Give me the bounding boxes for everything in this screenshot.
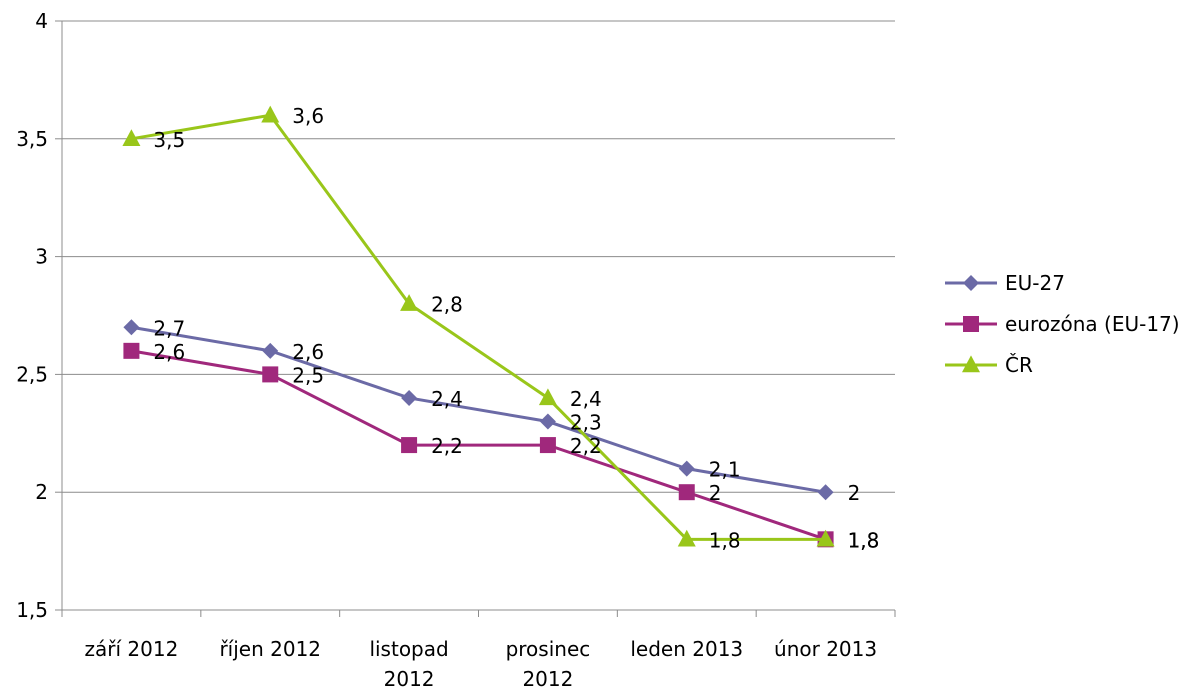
legend: EU-27 eurozóna (EU-17) ČR <box>945 271 1180 377</box>
series-0 <box>123 319 834 501</box>
data-point-triangle <box>538 388 557 406</box>
legend-entry: EU-27 <box>945 271 1065 295</box>
data-label: 2,2 <box>431 434 463 458</box>
data-label: 2,3 <box>570 411 602 435</box>
data-point-triangle <box>816 529 835 547</box>
legend-marker <box>963 275 979 291</box>
series-line <box>131 325 826 494</box>
series-layer <box>122 105 835 548</box>
data-point-square <box>123 342 140 359</box>
legend-label: EU-27 <box>1005 271 1065 295</box>
data-point-diamond <box>262 342 279 359</box>
data-point-square <box>262 366 279 383</box>
x-tick-label: leden 2013 <box>630 637 743 661</box>
data-point-diamond <box>539 413 556 430</box>
data-label: 2,6 <box>292 340 324 364</box>
legend-marker <box>963 316 979 332</box>
x-tick-label: září 2012 <box>85 637 179 661</box>
data-point-square <box>539 437 556 454</box>
y-tick-label: 1,5 <box>16 598 48 622</box>
x-tick-label: prosinec 2012 <box>506 637 591 691</box>
x-axis-tick-labels: září 2012 říjen 2012 listopad 2012 prosinec 2… <box>85 637 878 691</box>
series-1 <box>123 342 834 548</box>
grid-lines <box>62 20 895 493</box>
data-label: 2,1 <box>709 458 741 482</box>
series-2 <box>122 105 835 547</box>
data-point-diamond <box>123 319 140 336</box>
x-tick-label: únor 2013 <box>774 637 877 661</box>
data-point-triangle <box>122 129 141 146</box>
data-point-square <box>401 437 418 454</box>
data-point-diamond <box>678 460 695 477</box>
data-point-square <box>678 484 695 501</box>
data-label: 3,5 <box>153 128 185 152</box>
data-point-diamond <box>401 389 418 406</box>
series-line <box>131 349 827 541</box>
series-line <box>131 113 826 541</box>
axes <box>55 20 896 617</box>
data-label: 2 <box>848 481 861 505</box>
data-label: 1,8 <box>709 528 741 552</box>
x-tick-label: říjen 2012 <box>219 637 321 661</box>
y-tick-label: 4 <box>35 9 48 33</box>
data-labels: 2,72,62,42,32,122,62,52,2 2,221,83,53,62,… <box>153 104 879 552</box>
data-label: 1,8 <box>848 528 880 552</box>
data-label: 2,5 <box>292 363 324 387</box>
data-label: 2,7 <box>153 316 185 340</box>
legend-label: ČR <box>1005 353 1033 377</box>
data-point-triangle <box>400 294 419 311</box>
data-label: 2,2 <box>570 434 602 458</box>
data-label: 2 <box>709 481 722 505</box>
data-label: 1,8 <box>848 528 880 552</box>
data-point-triangle <box>677 529 696 547</box>
data-label: 2,8 <box>431 293 463 317</box>
y-tick-label: 3,5 <box>16 127 48 151</box>
y-tick-label: 2 <box>35 480 48 504</box>
y-tick-label: 3 <box>35 245 48 269</box>
data-label: 3,6 <box>292 104 324 128</box>
data-label: 2,4 <box>570 387 602 411</box>
data-point-diamond <box>817 484 834 501</box>
legend-entry: ČR <box>945 353 1033 377</box>
y-tick-label: 2,5 <box>16 362 48 386</box>
legend-marker <box>962 355 980 373</box>
y-axis-tick-labels: 1,5 2 2,5 3 3,5 4 <box>16 9 48 622</box>
legend-label: eurozóna (EU-17) <box>1005 312 1180 336</box>
data-point-triangle <box>261 105 280 123</box>
legend-entry: eurozóna (EU-17) <box>945 312 1180 336</box>
x-tick-label: listopad 2012 <box>369 637 448 691</box>
data-label: 2,4 <box>431 387 463 411</box>
data-label: 2,6 <box>153 340 185 364</box>
